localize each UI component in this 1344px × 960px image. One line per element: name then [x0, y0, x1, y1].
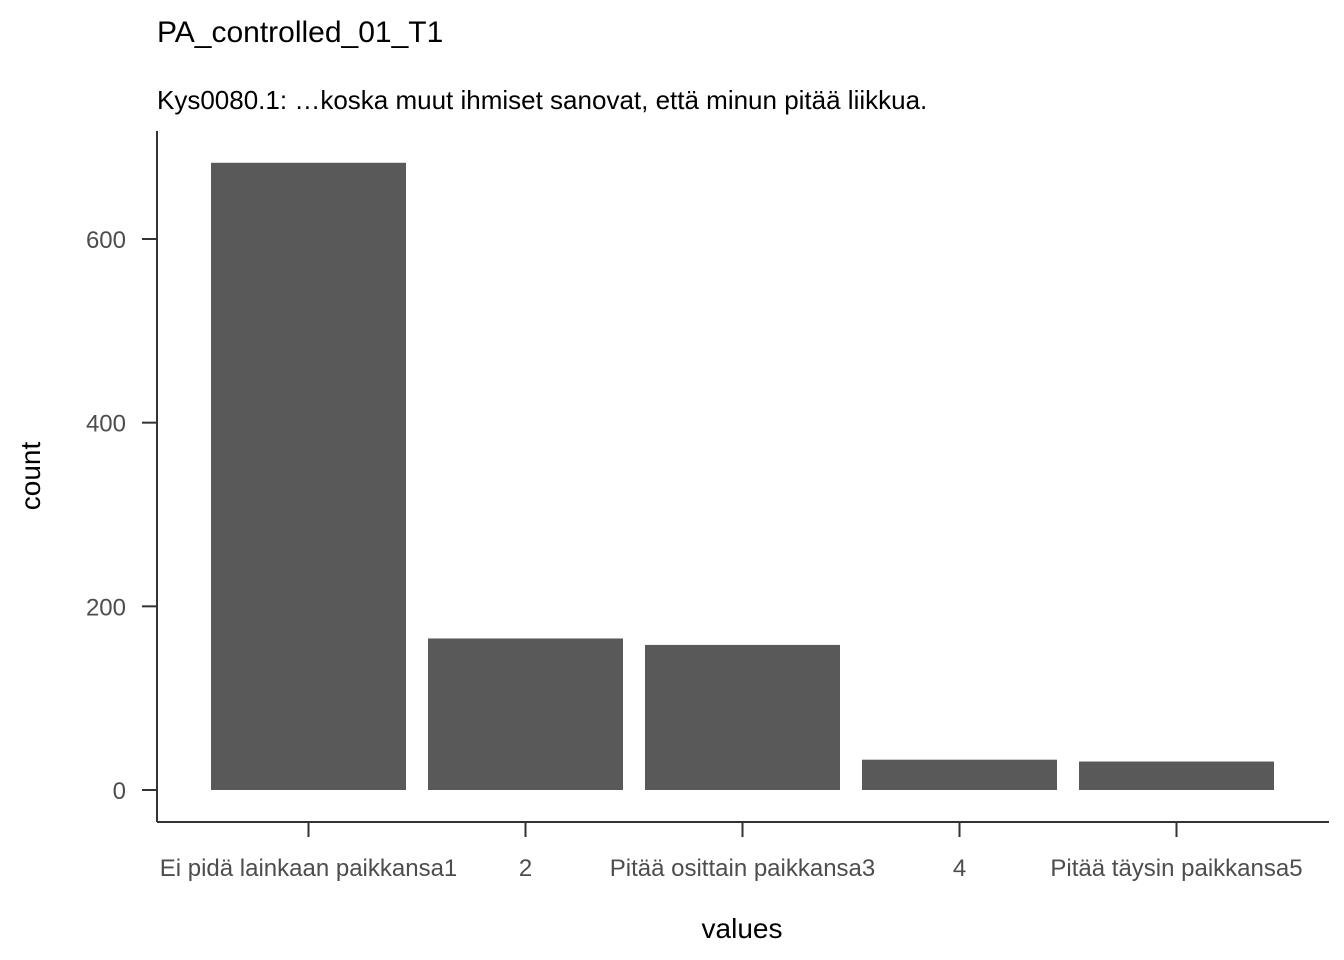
x-axis-ticks: Ei pidä lainkaan paikkansa1 2 Pitää ositta… — [160, 822, 1303, 882]
x-tick-label-4: 4 — [953, 855, 966, 882]
y-axis-title: count — [15, 442, 46, 511]
x-tick-label-3: Pitää osittain paikkansa3 — [610, 855, 876, 882]
y-tick-label-600: 600 — [86, 227, 126, 254]
y-tick-label-0: 0 — [113, 778, 126, 805]
y-tick-label-400: 400 — [86, 411, 126, 438]
chart-subtitle: Kys0080.1: …koska muut ihmiset sanovat, … — [157, 85, 927, 115]
bars-group — [211, 162, 1274, 791]
x-tick-label-5: Pitää täysin paikkansa5 — [1050, 855, 1302, 882]
bar-3 — [645, 644, 840, 790]
y-tick-label-200: 200 — [86, 594, 126, 621]
bar-5 — [1079, 761, 1274, 790]
bar-4 — [862, 759, 1057, 790]
bar-2 — [428, 638, 623, 790]
x-tick-label-1: Ei pidä lainkaan paikkansa1 — [160, 855, 458, 882]
x-axis-title: values — [702, 913, 783, 944]
x-tick-label-2: 2 — [519, 855, 532, 882]
chart-title: PA_controlled_01_T1 — [157, 16, 443, 49]
bar-1 — [211, 162, 406, 791]
y-axis-ticks: 0 200 400 600 — [86, 227, 157, 805]
